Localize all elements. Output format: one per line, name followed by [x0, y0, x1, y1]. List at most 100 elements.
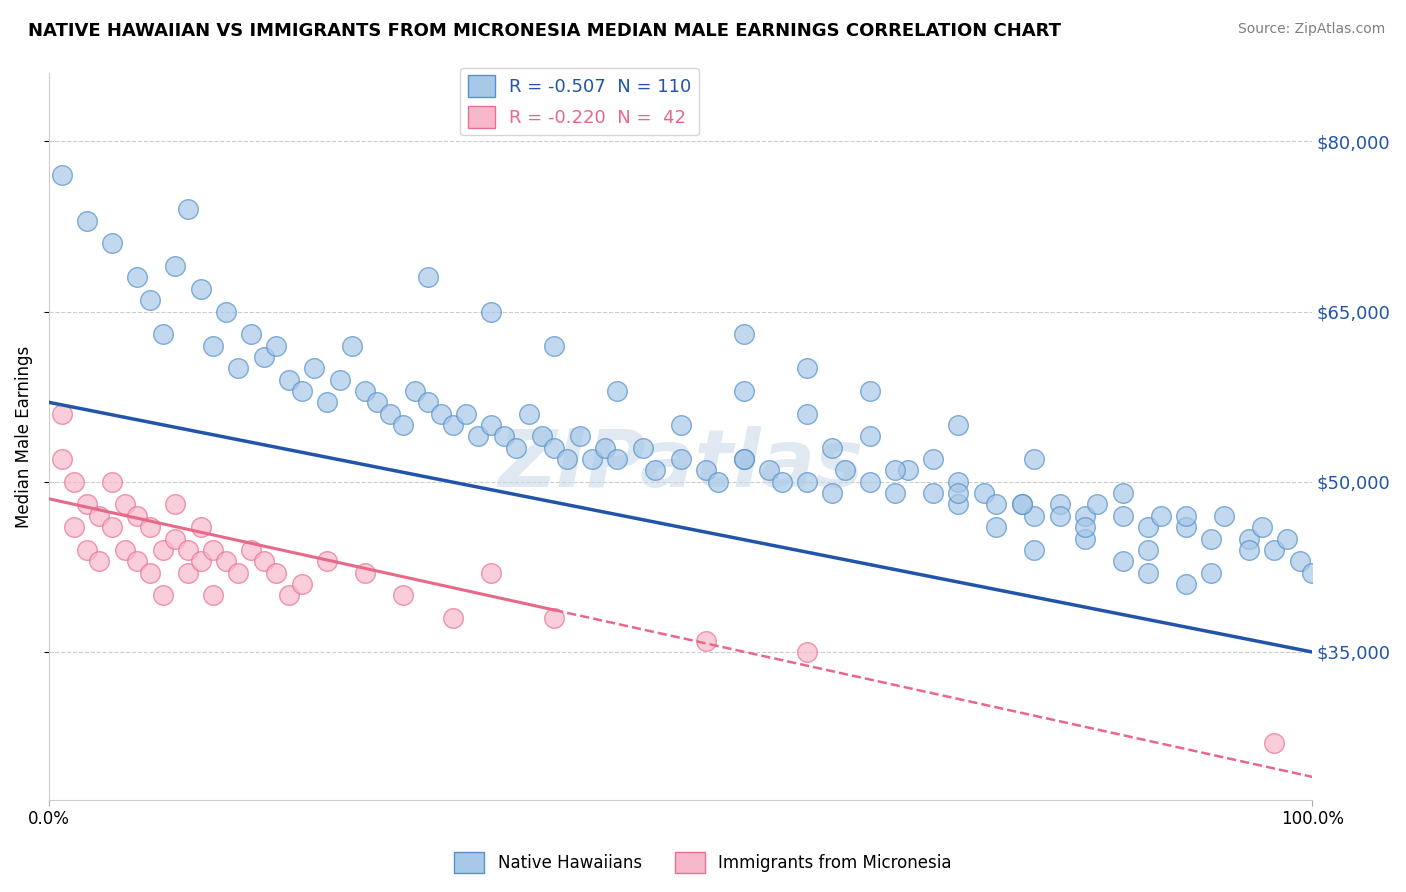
Point	[859, 384, 882, 398]
Point	[378, 407, 401, 421]
Point	[1212, 508, 1234, 523]
Point	[429, 407, 451, 421]
Point	[416, 395, 439, 409]
Point	[328, 373, 350, 387]
Point	[404, 384, 426, 398]
Point	[302, 361, 325, 376]
Point	[240, 327, 263, 342]
Point	[353, 384, 375, 398]
Point	[1074, 508, 1097, 523]
Point	[266, 566, 288, 580]
Point	[253, 554, 276, 568]
Point	[770, 475, 793, 489]
Point	[986, 498, 1008, 512]
Point	[76, 542, 98, 557]
Point	[1074, 532, 1097, 546]
Point	[441, 611, 464, 625]
Point	[1263, 542, 1285, 557]
Point	[291, 577, 314, 591]
Point	[139, 520, 162, 534]
Point	[76, 213, 98, 227]
Point	[644, 463, 666, 477]
Point	[391, 588, 413, 602]
Point	[1301, 566, 1323, 580]
Point	[190, 520, 212, 534]
Legend: R = -0.507  N = 110, R = -0.220  N =  42: R = -0.507 N = 110, R = -0.220 N = 42	[460, 68, 699, 136]
Point	[1288, 554, 1310, 568]
Point	[922, 486, 945, 500]
Point	[733, 384, 755, 398]
Text: Source: ZipAtlas.com: Source: ZipAtlas.com	[1237, 22, 1385, 37]
Point	[165, 532, 187, 546]
Point	[1011, 498, 1033, 512]
Point	[1087, 498, 1109, 512]
Point	[253, 350, 276, 364]
Point	[1275, 532, 1298, 546]
Point	[127, 508, 149, 523]
Point	[796, 475, 818, 489]
Point	[152, 542, 174, 557]
Point	[1111, 486, 1133, 500]
Point	[152, 588, 174, 602]
Point	[190, 554, 212, 568]
Point	[441, 417, 464, 432]
Point	[479, 304, 502, 318]
Point	[796, 645, 818, 659]
Point	[948, 417, 970, 432]
Point	[733, 327, 755, 342]
Point	[1199, 566, 1222, 580]
Point	[215, 554, 238, 568]
Point	[948, 486, 970, 500]
Point	[948, 498, 970, 512]
Point	[1074, 520, 1097, 534]
Point	[101, 520, 124, 534]
Y-axis label: Median Male Earnings: Median Male Earnings	[15, 345, 32, 527]
Point	[366, 395, 388, 409]
Point	[897, 463, 920, 477]
Point	[543, 338, 565, 352]
Point	[821, 486, 844, 500]
Point	[63, 520, 86, 534]
Point	[340, 338, 363, 352]
Text: NATIVE HAWAIIAN VS IMMIGRANTS FROM MICRONESIA MEDIAN MALE EARNINGS CORRELATION C: NATIVE HAWAIIAN VS IMMIGRANTS FROM MICRO…	[28, 22, 1062, 40]
Point	[733, 452, 755, 467]
Point	[416, 270, 439, 285]
Point	[1174, 520, 1197, 534]
Point	[228, 361, 250, 376]
Point	[1174, 508, 1197, 523]
Point	[177, 566, 200, 580]
Point	[695, 633, 717, 648]
Point	[859, 475, 882, 489]
Point	[606, 452, 628, 467]
Point	[101, 475, 124, 489]
Point	[695, 463, 717, 477]
Point	[1149, 508, 1171, 523]
Point	[127, 554, 149, 568]
Point	[669, 452, 692, 467]
Point	[543, 611, 565, 625]
Point	[202, 588, 225, 602]
Point	[1024, 452, 1046, 467]
Point	[859, 429, 882, 443]
Point	[1199, 532, 1222, 546]
Point	[1049, 508, 1071, 523]
Point	[240, 542, 263, 557]
Point	[190, 282, 212, 296]
Point	[177, 542, 200, 557]
Point	[165, 259, 187, 273]
Point	[796, 407, 818, 421]
Point	[479, 566, 502, 580]
Point	[202, 542, 225, 557]
Point	[631, 441, 654, 455]
Point	[454, 407, 477, 421]
Point	[1136, 542, 1159, 557]
Point	[127, 270, 149, 285]
Legend: Native Hawaiians, Immigrants from Micronesia: Native Hawaiians, Immigrants from Micron…	[447, 846, 959, 880]
Point	[89, 508, 111, 523]
Point	[1011, 498, 1033, 512]
Point	[1136, 520, 1159, 534]
Point	[177, 202, 200, 217]
Point	[796, 361, 818, 376]
Point	[707, 475, 730, 489]
Point	[291, 384, 314, 398]
